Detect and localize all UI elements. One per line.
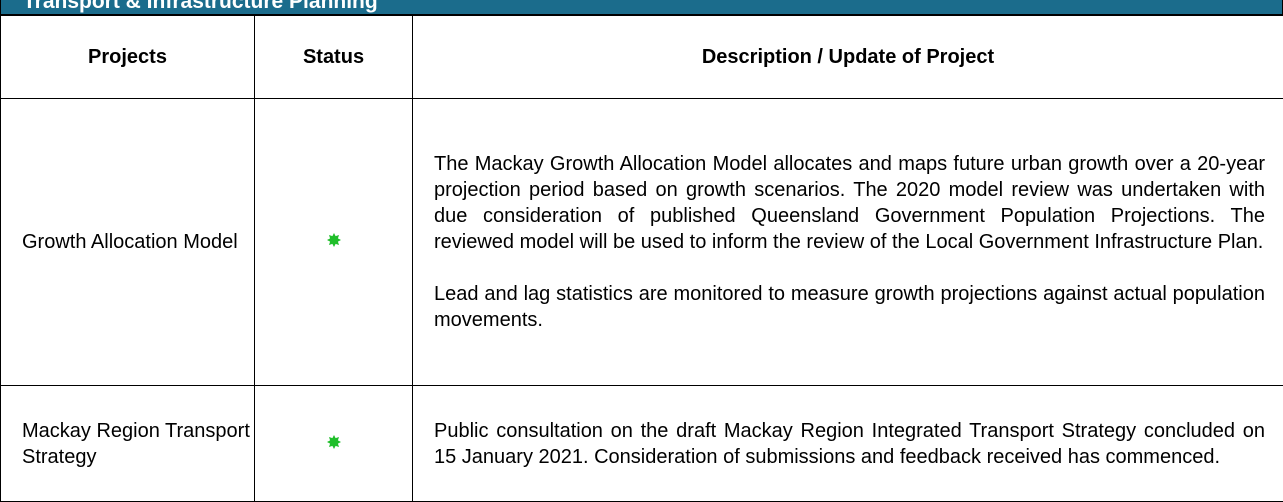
status-icon — [326, 233, 341, 247]
row: Growth Allocation Model The Mackay Growt… — [0, 98, 1283, 386]
description-paragraph: The Mackay Growth Allocation Model alloc… — [434, 153, 1265, 253]
header-cell: Status — [254, 15, 413, 99]
description-paragraph: Lead and lag statistics are monitored to… — [434, 283, 1265, 331]
section-banner: Transport & Infrastructure Planning — [0, 0, 1283, 15]
header-row: Projects Status Description / Update of … — [0, 15, 1283, 99]
status-icon — [326, 434, 341, 449]
project-cell: Mackay Region Transport Strategy — [0, 385, 255, 502]
banner-title: Transport & Infrastructure Planning — [23, 0, 378, 13]
header-cell: Description / Update of Project — [412, 15, 1283, 99]
row: Mackay Region Transport Strategy Public … — [0, 385, 1283, 502]
status-cell — [254, 385, 413, 502]
description-cell: Public consultation on the draft Mackay … — [412, 385, 1283, 502]
header-cell: Projects — [0, 15, 255, 99]
projects-table: Projects Status Description / Update of … — [0, 15, 1283, 502]
description-paragraph: Public consultation on the draft Mackay … — [434, 419, 1265, 468]
status-cell — [254, 98, 413, 386]
description-cell: The Mackay Growth Allocation Model alloc… — [412, 98, 1283, 386]
project-cell: Growth Allocation Model — [0, 98, 255, 386]
